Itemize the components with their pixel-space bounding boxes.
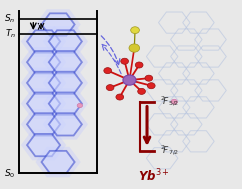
Circle shape <box>145 75 153 81</box>
Polygon shape <box>27 134 60 156</box>
Polygon shape <box>49 51 82 73</box>
Text: $T_n$: $T_n$ <box>5 28 16 40</box>
Polygon shape <box>21 88 66 119</box>
Polygon shape <box>43 88 88 119</box>
Polygon shape <box>21 68 66 98</box>
Polygon shape <box>27 92 60 115</box>
Circle shape <box>131 27 139 33</box>
Circle shape <box>77 103 83 108</box>
Polygon shape <box>21 130 66 160</box>
Circle shape <box>123 75 136 85</box>
Polygon shape <box>43 68 88 98</box>
Text: $^2\!F_{5/2}$: $^2\!F_{5/2}$ <box>160 95 179 109</box>
Polygon shape <box>27 72 60 94</box>
Circle shape <box>129 44 140 52</box>
Polygon shape <box>27 113 60 136</box>
Polygon shape <box>27 51 60 73</box>
Circle shape <box>138 88 145 94</box>
Polygon shape <box>35 147 81 177</box>
Circle shape <box>135 62 143 68</box>
Polygon shape <box>43 109 88 140</box>
Polygon shape <box>43 26 88 57</box>
Circle shape <box>121 58 129 64</box>
Polygon shape <box>21 26 66 57</box>
Polygon shape <box>21 47 66 77</box>
Polygon shape <box>49 72 82 94</box>
Text: $S_0$: $S_0$ <box>4 167 16 180</box>
Text: Yb$^{3+}$: Yb$^{3+}$ <box>138 168 170 184</box>
Polygon shape <box>27 30 60 53</box>
Polygon shape <box>42 13 75 36</box>
Polygon shape <box>49 113 82 136</box>
Circle shape <box>147 83 155 89</box>
Circle shape <box>106 85 114 91</box>
Circle shape <box>104 68 112 74</box>
Polygon shape <box>43 47 88 77</box>
Polygon shape <box>21 109 66 140</box>
Text: $^2\!F_{7/2}$: $^2\!F_{7/2}$ <box>160 144 179 158</box>
Polygon shape <box>35 9 81 40</box>
Text: $S_n$: $S_n$ <box>4 13 16 25</box>
Polygon shape <box>49 92 82 115</box>
Polygon shape <box>49 30 82 53</box>
Polygon shape <box>42 151 75 173</box>
Circle shape <box>171 99 177 104</box>
Circle shape <box>116 94 124 100</box>
